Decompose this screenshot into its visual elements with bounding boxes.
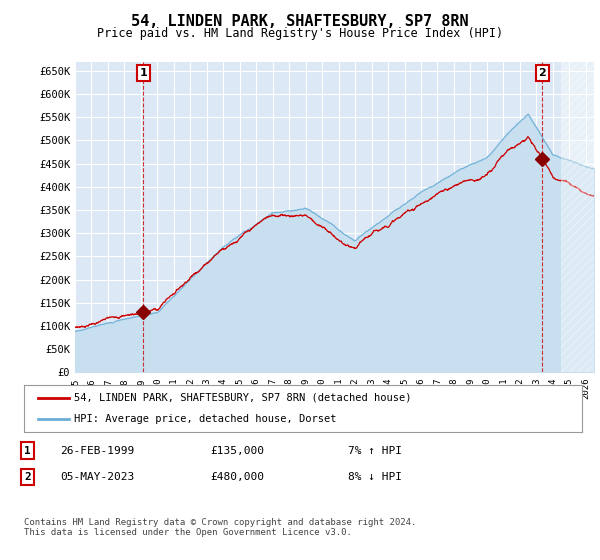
Text: 54, LINDEN PARK, SHAFTESBURY, SP7 8RN: 54, LINDEN PARK, SHAFTESBURY, SP7 8RN [131,14,469,29]
Text: 8% ↓ HPI: 8% ↓ HPI [348,472,402,482]
Text: 26-FEB-1999: 26-FEB-1999 [60,446,134,456]
Text: 1: 1 [140,68,147,78]
Text: 2: 2 [539,68,547,78]
Text: Price paid vs. HM Land Registry's House Price Index (HPI): Price paid vs. HM Land Registry's House … [97,27,503,40]
Text: 54, LINDEN PARK, SHAFTESBURY, SP7 8RN (detached house): 54, LINDEN PARK, SHAFTESBURY, SP7 8RN (d… [74,393,412,403]
Text: 7% ↑ HPI: 7% ↑ HPI [348,446,402,456]
Text: £480,000: £480,000 [210,472,264,482]
Text: £135,000: £135,000 [210,446,264,456]
Text: 2: 2 [24,472,31,482]
Text: HPI: Average price, detached house, Dorset: HPI: Average price, detached house, Dors… [74,414,337,424]
Text: Contains HM Land Registry data © Crown copyright and database right 2024.
This d: Contains HM Land Registry data © Crown c… [24,518,416,538]
Text: 05-MAY-2023: 05-MAY-2023 [60,472,134,482]
Text: 1: 1 [24,446,31,456]
